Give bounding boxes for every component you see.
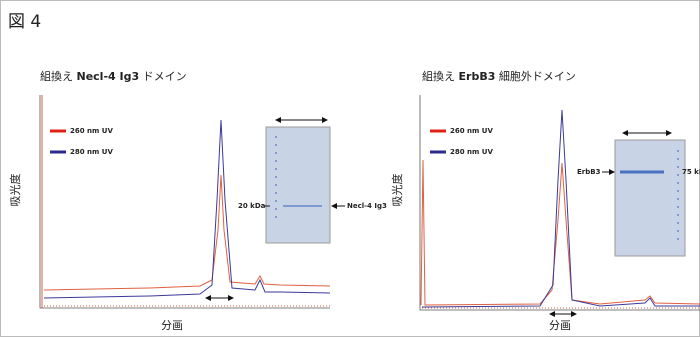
figure-label: 図 4 — [8, 12, 41, 32]
y-axis-label: 吸光度 — [390, 174, 404, 207]
panel-title: 組換え Necl-4 Ig3 ドメイン — [40, 70, 187, 83]
gel-label: 75 kDa — [682, 168, 700, 176]
y-axis-label: 吸光度 — [8, 174, 22, 207]
figure: 図 4 組換え Necl-4 Ig3 ドメイン 吸光度 分画 260 nm UV… — [0, 0, 700, 337]
gel-label: ErbB3 — [577, 168, 601, 176]
title-part: ErbB3 — [459, 70, 496, 83]
title-part: 細胞外ドメイン — [495, 70, 576, 83]
legend-label: 280 nm UV — [450, 148, 493, 156]
legend-label: 280 nm UV — [70, 148, 113, 156]
legend-label: 260 nm UV — [70, 127, 113, 135]
panel-right: 組換え ErbB3 細胞外ドメイン 吸光度 分画 260 nm UV 280 n… — [390, 70, 700, 332]
title-part: Necl-4 Ig3 — [77, 70, 140, 83]
gel-image — [615, 140, 685, 256]
legend-label: 260 nm UV — [450, 127, 493, 135]
x-axis-label: 分画 — [549, 319, 571, 332]
title-part: 組換え — [422, 70, 459, 83]
gel-label: 20 kDa — [238, 202, 266, 210]
title-part: ドメイン — [139, 70, 187, 83]
title-part: 組換え — [40, 70, 77, 83]
panel-title: 組換え ErbB3 細胞外ドメイン — [422, 70, 576, 83]
x-axis-label: 分画 — [161, 319, 183, 332]
page: {"figure_label": "図 4", "panels": [ {"ti… — [0, 0, 700, 337]
gel-label: Necl-4 Ig3 — [347, 202, 387, 210]
panel-left: 組換え Necl-4 Ig3 ドメイン 吸光度 分画 260 nm UV 280… — [8, 70, 387, 332]
